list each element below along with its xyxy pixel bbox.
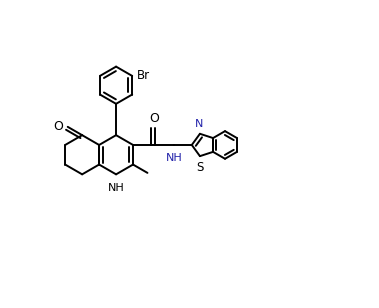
Text: O: O [150,111,160,124]
Text: N: N [195,119,204,129]
Text: O: O [53,120,63,133]
Text: NH: NH [108,183,124,192]
Text: NH: NH [166,153,183,163]
Text: Br: Br [137,69,150,83]
Text: S: S [196,161,204,174]
